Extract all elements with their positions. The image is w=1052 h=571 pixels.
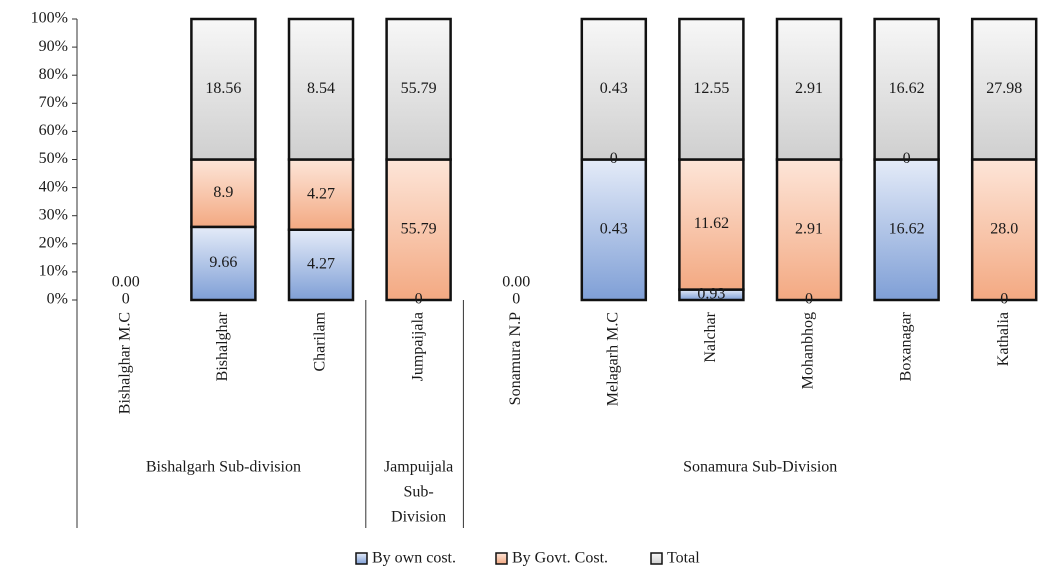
data-label-govt: 55.79 <box>401 220 437 237</box>
data-label-total: 2.91 <box>795 80 823 97</box>
data-label-own: 0 <box>122 291 130 308</box>
legend-label: By Govt. Cost. <box>512 550 608 567</box>
y-tick-label: 60% <box>39 122 68 139</box>
x-axis: Bishalghar M.C Bishalghar Charilam Jumpaija… <box>116 300 1012 528</box>
bar-segment-govt <box>385 158 452 302</box>
y-tick-label: 40% <box>39 178 68 195</box>
data-label-total: 16.62 <box>889 80 925 97</box>
bar-segment-total <box>775 17 843 161</box>
bar-segment-total <box>385 17 452 161</box>
category-label: Charilam <box>312 311 329 371</box>
data-label-own: 9.66 <box>209 254 237 271</box>
legend: By own cost. By Govt. Cost. Total <box>355 550 700 567</box>
group-label-line: Jampuijala <box>384 459 453 476</box>
y-tick-label: 90% <box>39 38 68 55</box>
data-label-own: 4.27 <box>307 256 335 273</box>
data-label-total: 0.00 <box>502 274 530 291</box>
category-label: Bishalghar M.C <box>116 312 133 414</box>
data-label-govt: 0 <box>610 150 618 167</box>
category-label: Sonamura N.P <box>507 312 524 405</box>
data-label-own: 0.43 <box>600 220 628 237</box>
category-label: Mohanbhog <box>800 312 817 389</box>
y-tick-label: 80% <box>39 66 68 83</box>
bar-segment-total <box>873 17 940 161</box>
data-label-own: 0 <box>1000 291 1008 308</box>
data-label-own: 16.62 <box>889 220 925 237</box>
category-label: Melagarh M.C <box>604 312 621 406</box>
data-label-own: 0 <box>415 291 423 308</box>
data-label-total: 0.00 <box>112 274 140 291</box>
data-label-govt: 28.0 <box>990 220 1018 237</box>
data-label-own: 0 <box>805 291 813 308</box>
bar-segment-total <box>287 17 355 161</box>
bar-segment-govt <box>970 158 1038 302</box>
category-label: Nalchar <box>702 311 719 362</box>
bar-segment-total <box>678 17 745 161</box>
category-label: Bishalghar <box>214 311 231 381</box>
bars: 0.0009.668.918.564.274.278.54055.7955.79… <box>112 17 1038 308</box>
y-tick-label: 50% <box>39 150 68 167</box>
y-tick-label: 70% <box>39 94 68 111</box>
bar-segment-own <box>190 225 257 302</box>
y-axis: 0% 10% 20% 30% 40% 50% 60% 70% 80% 90% 100% <box>31 10 78 528</box>
group-label: Sonamura Sub-Division <box>683 459 837 476</box>
bar-segment-own <box>873 158 940 302</box>
bar-segment-govt <box>287 158 355 231</box>
data-label-total: 55.79 <box>401 80 437 97</box>
data-label-govt: 11.62 <box>694 215 729 232</box>
data-label-govt: 4.27 <box>307 185 335 202</box>
legend-label: By own cost. <box>372 550 456 567</box>
bar-segment-total <box>970 17 1038 161</box>
data-label-govt: 8.9 <box>213 184 233 201</box>
y-tick-label: 30% <box>39 206 68 223</box>
group-label: Bishalgarh Sub-division <box>146 459 301 476</box>
data-label-total: 8.54 <box>307 80 335 97</box>
legend-swatch <box>355 552 368 565</box>
bar-segment-total <box>580 17 648 161</box>
bar-segment-govt <box>678 158 745 291</box>
category-label: Boxanagar <box>897 311 914 381</box>
data-label-total: 0.43 <box>600 80 628 97</box>
data-label-govt: 2.91 <box>795 220 823 237</box>
group-label-line: Sub- <box>403 484 433 501</box>
bar-segment-total <box>190 17 257 161</box>
data-label-total: 27.98 <box>986 80 1022 97</box>
category-label: Kathalia <box>995 312 1012 366</box>
legend-swatch <box>495 552 508 565</box>
y-tick-label: 100% <box>31 10 68 27</box>
y-tick-label: 20% <box>39 234 68 251</box>
data-label-govt: 0 <box>903 150 911 167</box>
data-label-own: 0.93 <box>697 286 725 303</box>
category-label: Jumpaijala <box>409 312 426 381</box>
legend-label: Total <box>667 550 700 567</box>
group-label-line: Division <box>391 509 446 526</box>
data-label-total: 18.56 <box>205 80 241 97</box>
legend-swatch <box>650 552 663 565</box>
data-label-total: 12.55 <box>693 80 729 97</box>
y-tick-label: 0% <box>47 291 68 308</box>
data-label-own: 0 <box>512 291 520 308</box>
bar-segment-govt <box>775 158 843 302</box>
y-tick-label: 10% <box>39 263 68 280</box>
